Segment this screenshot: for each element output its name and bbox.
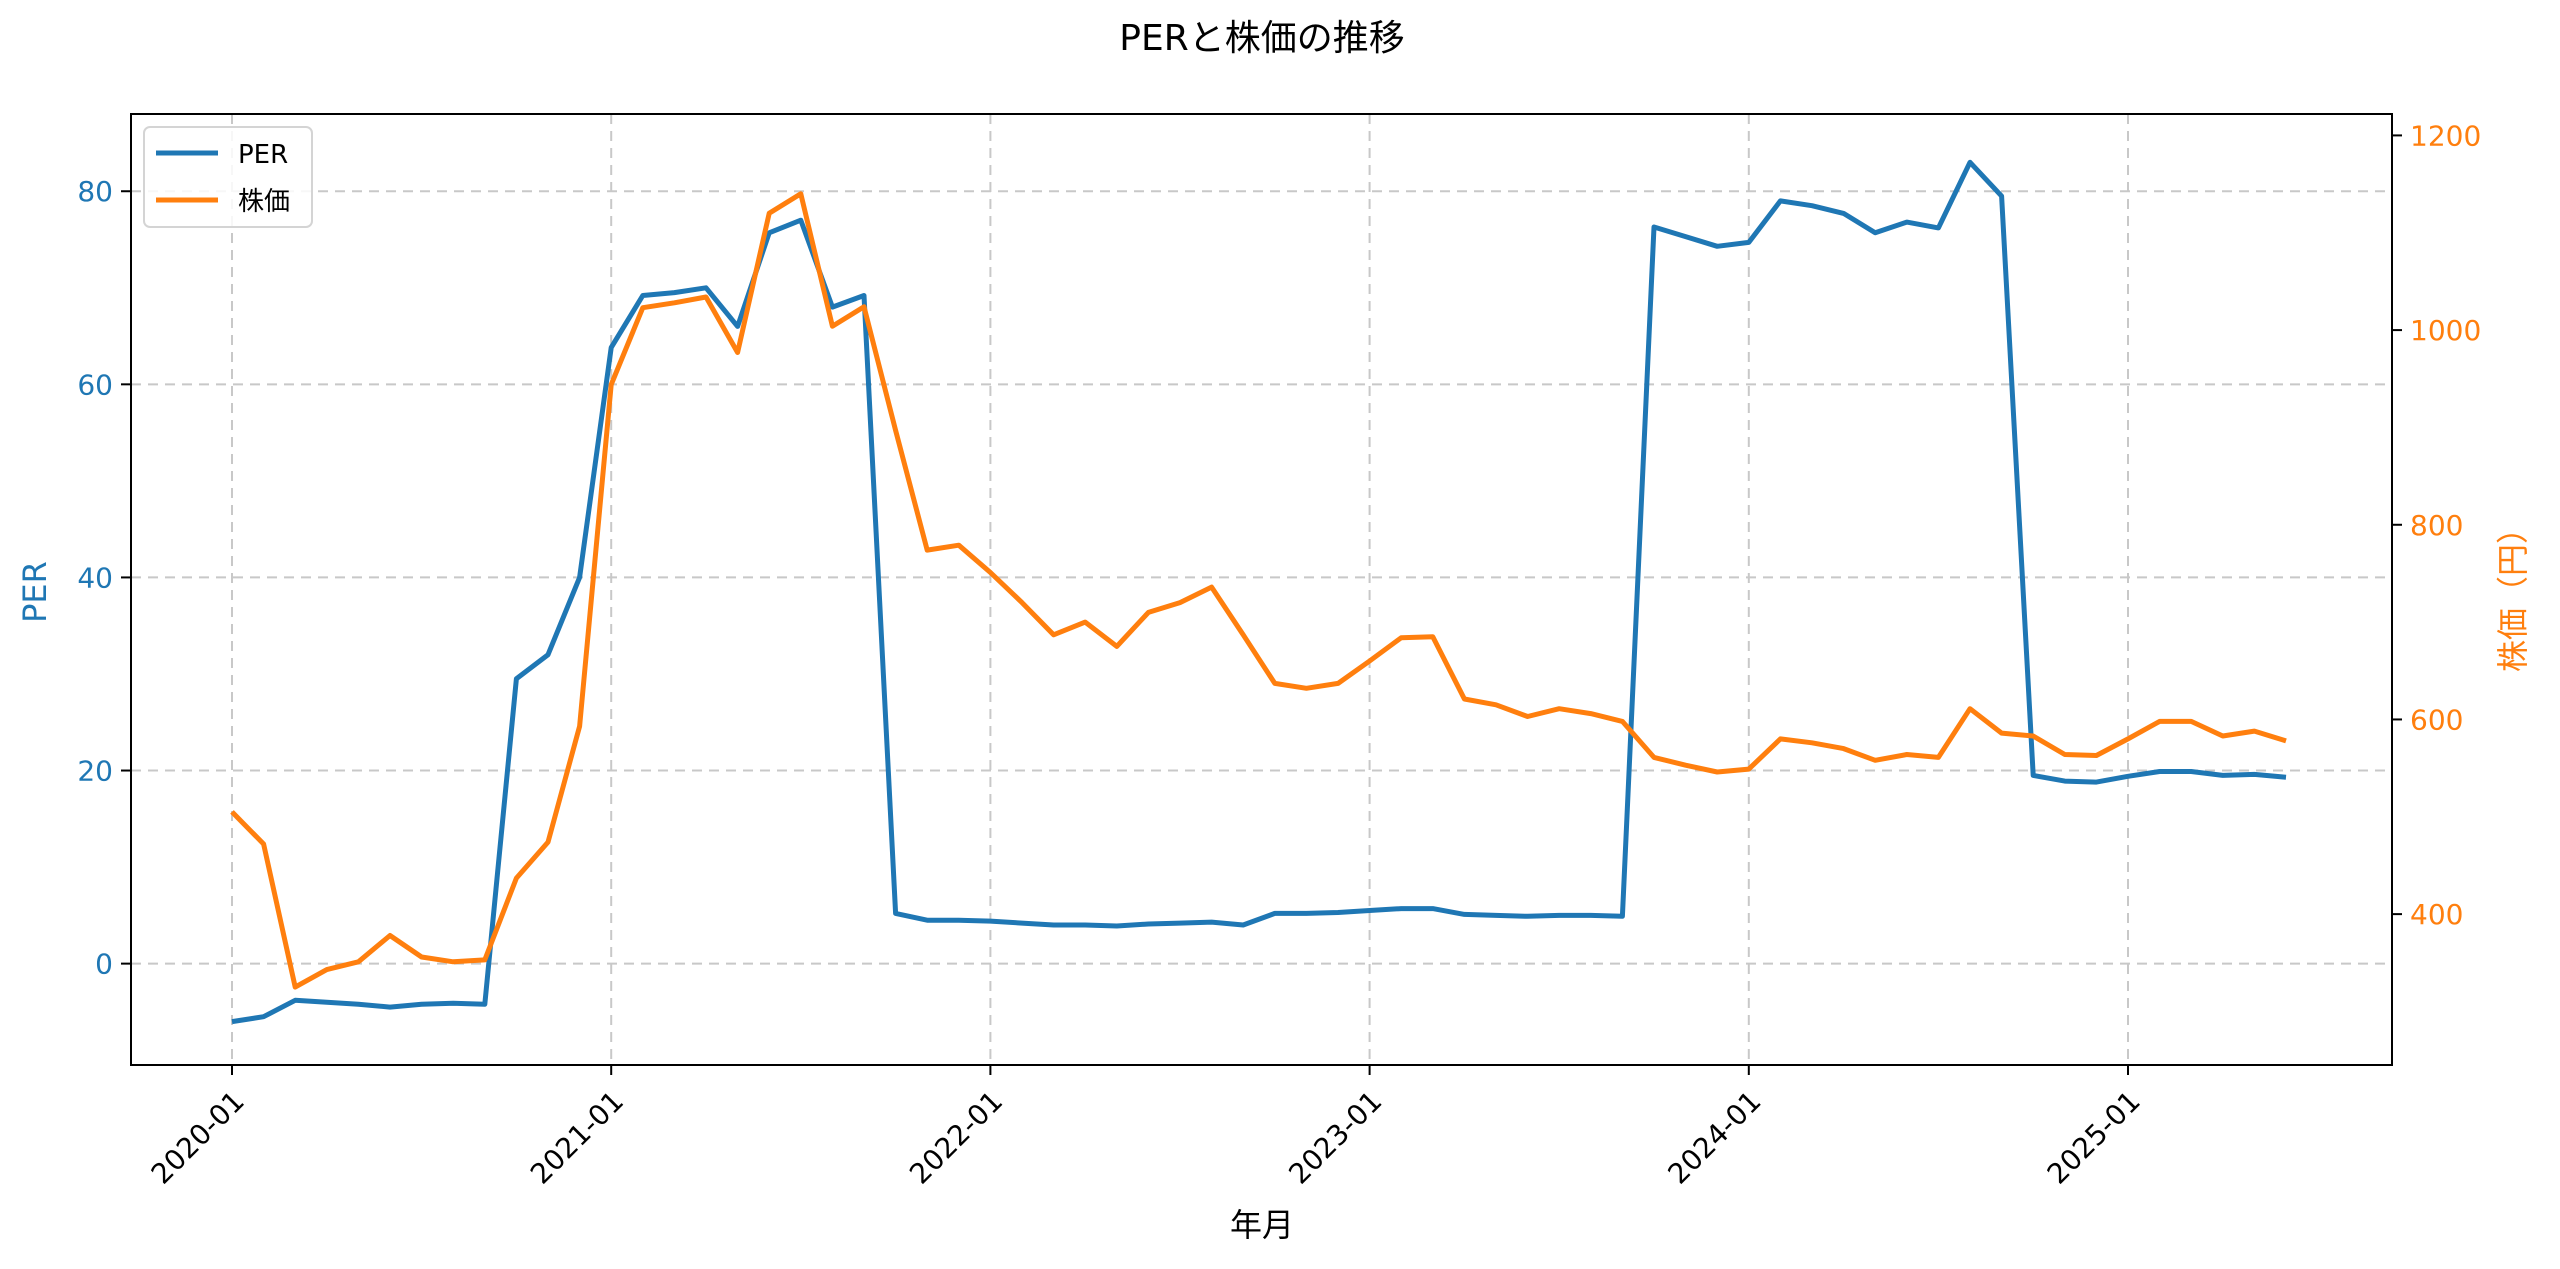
price-line [230,191,2287,990]
y-right-tick-label: 400 [2410,898,2463,931]
legend-per-label: PER [238,140,288,170]
x-tick-label: 2021-01 [524,1084,630,1190]
legend: PER 株価 [143,126,313,228]
chart-title: PERと株価の推移 [1119,18,1404,59]
x-tick-label: 2022-01 [903,1084,1009,1190]
y-axis-right-ticks: 400 600 800 1000 1200 [2392,119,2481,931]
y-left-tick-label: 80 [77,175,113,208]
y-right-tick-label: 1000 [2410,314,2481,347]
plot-frame [130,113,2393,1066]
y-left-tick-label: 40 [77,561,113,594]
y-left-tick-label: 60 [77,368,113,401]
x-axis-label: 年月 [1230,1206,1294,1244]
series-lines [230,159,2287,1025]
y-axis-left-ticks: 0 20 40 60 80 [77,175,131,981]
y-right-tick-label: 1200 [2410,119,2481,152]
y-left-tick-label: 0 [95,948,113,981]
y-right-tick-label: 600 [2410,703,2463,736]
x-tick-label: 2024-01 [1662,1084,1768,1190]
x-tick-label: 2023-01 [1282,1084,1388,1190]
y-axis-left-label: PER [16,561,54,623]
x-tick-label: 2025-01 [2041,1084,2147,1190]
per-line [231,159,2287,1025]
grid-lines [131,114,2392,1065]
y-axis-right-label: 株価（円） [2494,512,2532,672]
legend-price-label: 株価 [238,187,290,217]
y-right-tick-label: 800 [2410,509,2463,542]
y-left-tick-label: 20 [77,755,113,788]
x-axis-ticks: 2020-01 2021-01 2022-01 2023-01 2024-01 2025-… [145,1065,2147,1191]
x-tick-label: 2020-01 [145,1084,251,1190]
